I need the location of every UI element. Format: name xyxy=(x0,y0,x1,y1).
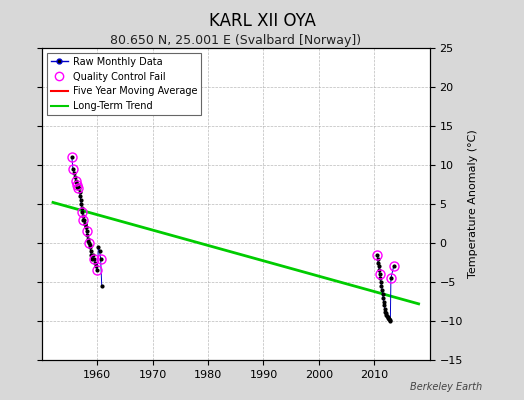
Text: Berkeley Earth: Berkeley Earth xyxy=(410,382,482,392)
Y-axis label: Temperature Anomaly (°C): Temperature Anomaly (°C) xyxy=(468,130,478,278)
Legend: Raw Monthly Data, Quality Control Fail, Five Year Moving Average, Long-Term Tren: Raw Monthly Data, Quality Control Fail, … xyxy=(47,53,201,115)
Text: KARL XII OYA: KARL XII OYA xyxy=(209,12,315,30)
Title: 80.650 N, 25.001 E (Svalbard [Norway]): 80.650 N, 25.001 E (Svalbard [Norway]) xyxy=(110,34,362,47)
